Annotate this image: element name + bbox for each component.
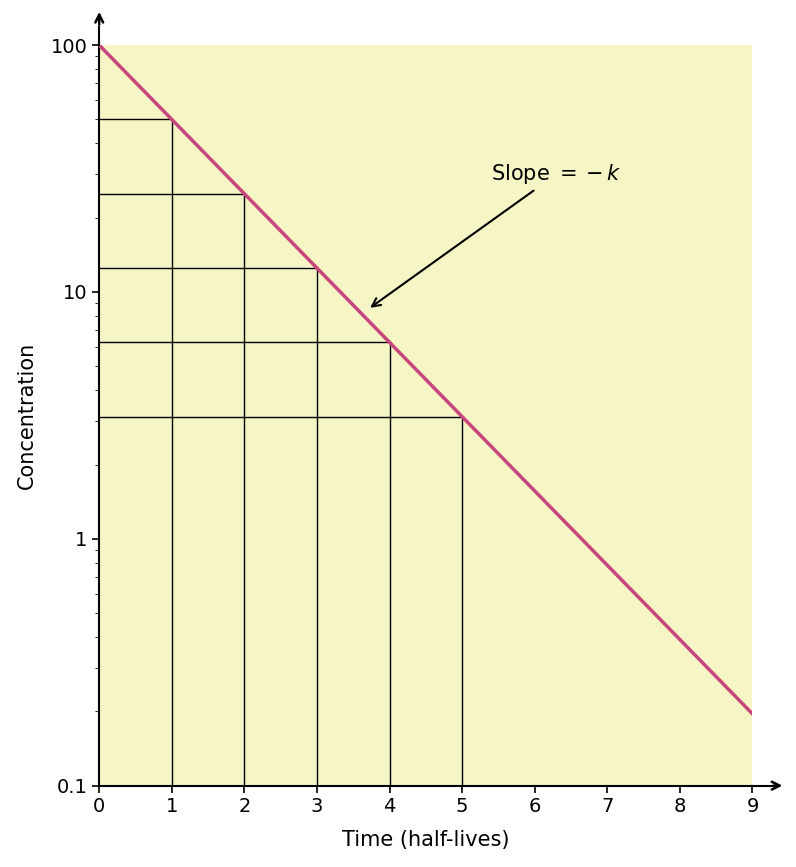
Y-axis label: Concentration: Concentration xyxy=(17,342,37,489)
X-axis label: Time (half-lives): Time (half-lives) xyxy=(342,831,509,851)
Text: Slope $= -k$: Slope $= -k$ xyxy=(372,162,622,306)
